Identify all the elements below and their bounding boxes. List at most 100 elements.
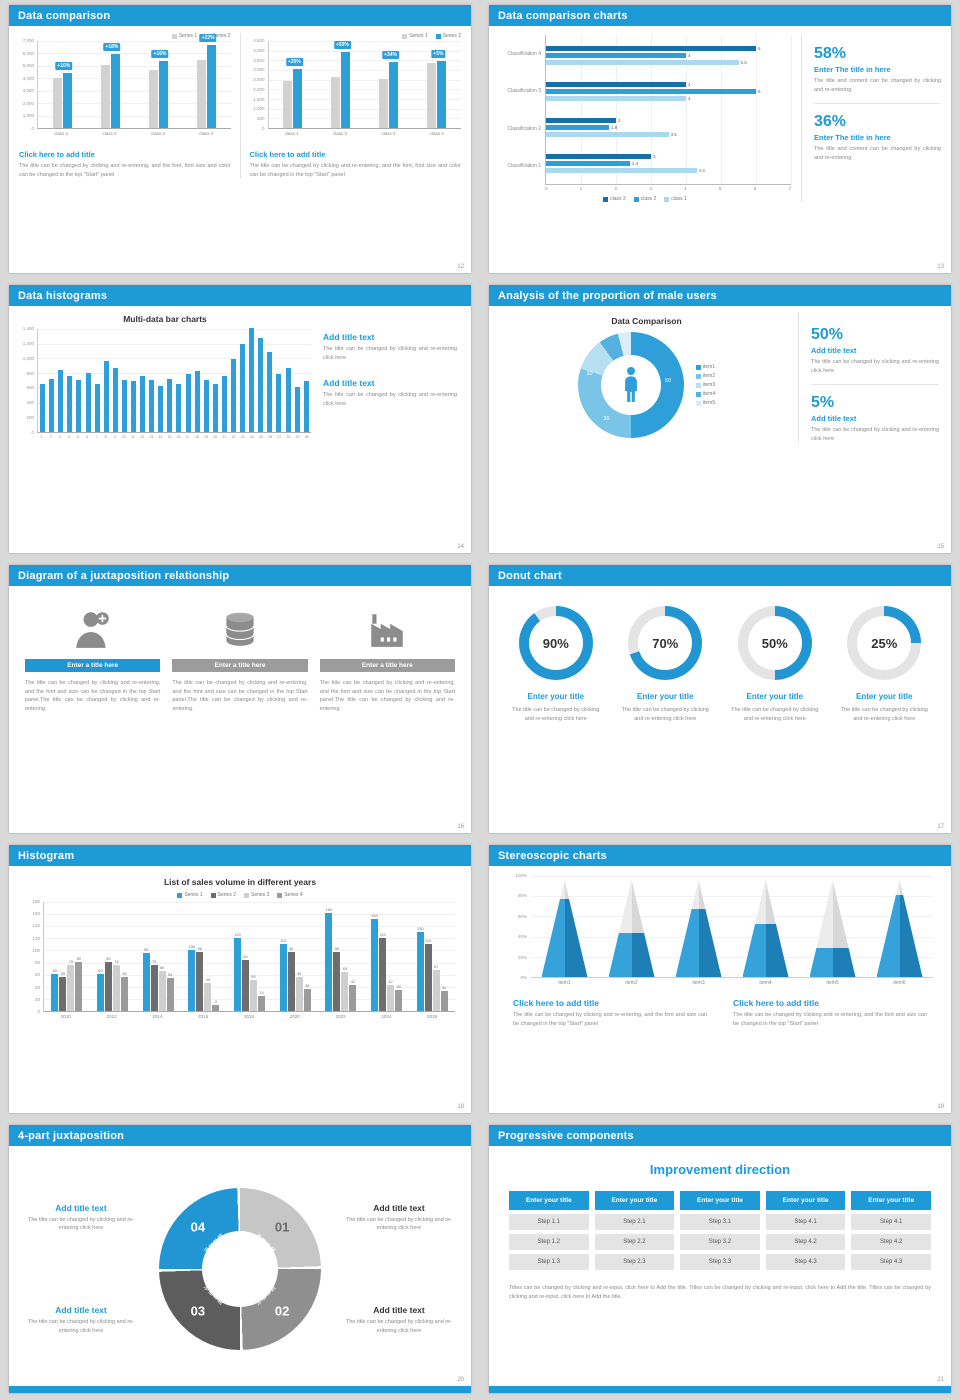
bar-value-label: 60 [52, 968, 58, 973]
step-cell[interactable]: Step 4.2 [851, 1234, 931, 1250]
title-bar[interactable]: Enter a title here [25, 659, 161, 672]
plot-area [37, 328, 311, 433]
x-tick-label: 15 [167, 435, 172, 439]
step-cell[interactable]: Step 4.1 [851, 1214, 931, 1230]
bar-group: +10% [38, 41, 86, 128]
column-text: The title can be changed by clicking and… [25, 680, 161, 712]
step-cell[interactable]: Step 3.3 [680, 1254, 760, 1270]
stat-heading[interactable]: Enter The title in here [814, 65, 891, 74]
slide-18-histogram[interactable]: Histogram List of sales volume in differ… [9, 845, 471, 1113]
title-bar[interactable]: Enter a title here [319, 659, 455, 672]
pyramid-fill [809, 947, 856, 977]
donut-value: 70% [638, 616, 693, 670]
block-heading[interactable]: Add title text [373, 1305, 425, 1316]
donut-gauge: 90% [518, 606, 593, 680]
block-text: The title can be changed by clicking and… [323, 346, 457, 361]
category-label: Classification 3 [507, 88, 541, 95]
slide-19-stereoscopic-charts[interactable]: Stereoscopic charts 100% 80% 60% 40% 20% 0% it… [489, 845, 951, 1113]
grid-cell: Diagram of a juxtaposition relationship … [0, 560, 480, 840]
enter-title-button[interactable]: Enter your title [680, 1191, 760, 1210]
page-number: 16 [457, 824, 464, 830]
text-block: Add title text The title can be changed … [323, 378, 457, 408]
bar [249, 328, 255, 432]
step-cell[interactable]: Step 1.1 [509, 1214, 589, 1230]
bar [303, 381, 309, 432]
donut-heading[interactable]: Enter your title [637, 692, 694, 701]
legend-label: Series 2 [217, 892, 236, 898]
step-cell[interactable]: Step 4.2 [765, 1234, 846, 1250]
page-number: 18 [457, 1104, 464, 1110]
slide-body: Improvement direction Enter your title St… [489, 1146, 951, 1303]
text-block: Add title text The title can be changed … [323, 332, 457, 362]
step-cell[interactable]: Step 2.1 [594, 1214, 675, 1230]
block-heading[interactable]: Add title text [373, 1202, 425, 1213]
bar [287, 952, 295, 1011]
step-cell[interactable]: Step 2.3 [594, 1254, 675, 1270]
panel-title[interactable]: Click here to add title [19, 150, 95, 159]
bar-group [220, 329, 229, 432]
step-cell[interactable]: Step 3.2 [680, 1234, 760, 1250]
grid-cell: Donut chart 90% Enter your title The tit… [480, 560, 960, 840]
legend-label: Series 2 [442, 33, 461, 39]
donut-column: 70% Enter your title The title can be ch… [617, 606, 713, 723]
enter-title-button[interactable]: Enter your title [851, 1191, 931, 1210]
bar-value-label: 2.4 [632, 160, 639, 166]
stat-heading[interactable]: Add title text [811, 414, 857, 424]
bar-group [256, 329, 265, 432]
enter-title-button[interactable]: Enter your title [509, 1191, 589, 1210]
slide-title: Data comparison [18, 9, 111, 22]
bar [75, 962, 83, 1011]
slide-17-donut-chart[interactable]: Donut chart 90% Enter your title The tit… [489, 565, 951, 833]
bar-group [147, 329, 156, 432]
slide-14-data-histograms[interactable]: Data histograms Multi-data bar charts 1,… [9, 285, 471, 553]
pyramid-cell [742, 880, 789, 977]
bar-value-label: 4 [688, 53, 691, 59]
slide-15-male-users-proportion[interactable]: Analysis of the proportion of male users… [489, 285, 951, 553]
x-axis: class 1 class 2 class 3 class 4 [37, 131, 231, 136]
step-cell[interactable]: Step 1.3 [509, 1254, 589, 1270]
stat-heading[interactable]: Enter The title in here [814, 133, 891, 143]
step-cell[interactable]: Step 4.1 [765, 1214, 846, 1230]
block-heading[interactable]: Add title text [55, 1305, 107, 1316]
block-heading[interactable]: Click here to add title [733, 998, 819, 1008]
step-cell[interactable]: Step 3.1 [680, 1214, 760, 1230]
percent-flag: +50% [333, 41, 351, 49]
step-cell[interactable]: Step 1.2 [509, 1234, 589, 1250]
step-cell[interactable]: Step 4.3 [765, 1254, 846, 1270]
donut-heading[interactable]: Enter your title [527, 692, 584, 701]
enter-title-button[interactable]: Enter your title [594, 1191, 675, 1210]
gridline [38, 90, 231, 92]
text-block: Add title text The title can be changed … [339, 1305, 459, 1335]
title-bar[interactable]: Enter a title here [172, 659, 308, 672]
x-axis: class 1 class 2 class 3 class 4 [268, 131, 462, 136]
slide-21-progressive-components[interactable]: Progressive components Improvement direc… [489, 1125, 951, 1393]
block-heading[interactable]: Add title text [55, 1202, 107, 1213]
ring-diagram: 01 添加标题 02 添加标题 03 添加标题 04 添加标题 [159, 1188, 321, 1350]
bar-value-label: 110 [425, 938, 432, 943]
slide-16-juxtaposition-relationship[interactable]: Diagram of a juxtaposition relationship … [9, 565, 471, 833]
legend-item: item2 [695, 373, 715, 379]
donut-heading[interactable]: Enter your title [746, 692, 803, 701]
block-heading[interactable]: Add title text [323, 378, 375, 389]
slide-20-4-part-juxtaposition[interactable]: 4-part juxtaposition Add title text The … [9, 1125, 471, 1393]
data-label: 50 [664, 377, 672, 384]
text-block: Click here to add title The title can be… [733, 998, 927, 1028]
legend-label: Series 1 [178, 33, 198, 39]
step-cell[interactable]: Step 2.2 [594, 1234, 675, 1250]
bar [432, 970, 440, 1011]
enter-title-button[interactable]: Enter your title [765, 1191, 846, 1210]
stat-heading[interactable]: Add title text [811, 346, 857, 355]
panel-title[interactable]: Click here to add title [249, 150, 326, 159]
donut-heading[interactable]: Enter your title [856, 692, 913, 701]
gridline [531, 876, 933, 877]
legend-label: item1 [702, 364, 716, 370]
gridline [38, 343, 311, 345]
bar-value-label: 36 [304, 983, 310, 988]
block-heading[interactable]: Add title text [323, 332, 375, 342]
x-tick-label: 11 [131, 435, 135, 439]
bar-value-label: 130 [416, 926, 424, 931]
slide-12-data-comparison[interactable]: Data comparison Series 1 Series 2 7,000 6,… [9, 5, 471, 273]
block-heading[interactable]: Click here to add title [513, 998, 599, 1008]
step-cell[interactable]: Step 4.3 [851, 1254, 931, 1270]
